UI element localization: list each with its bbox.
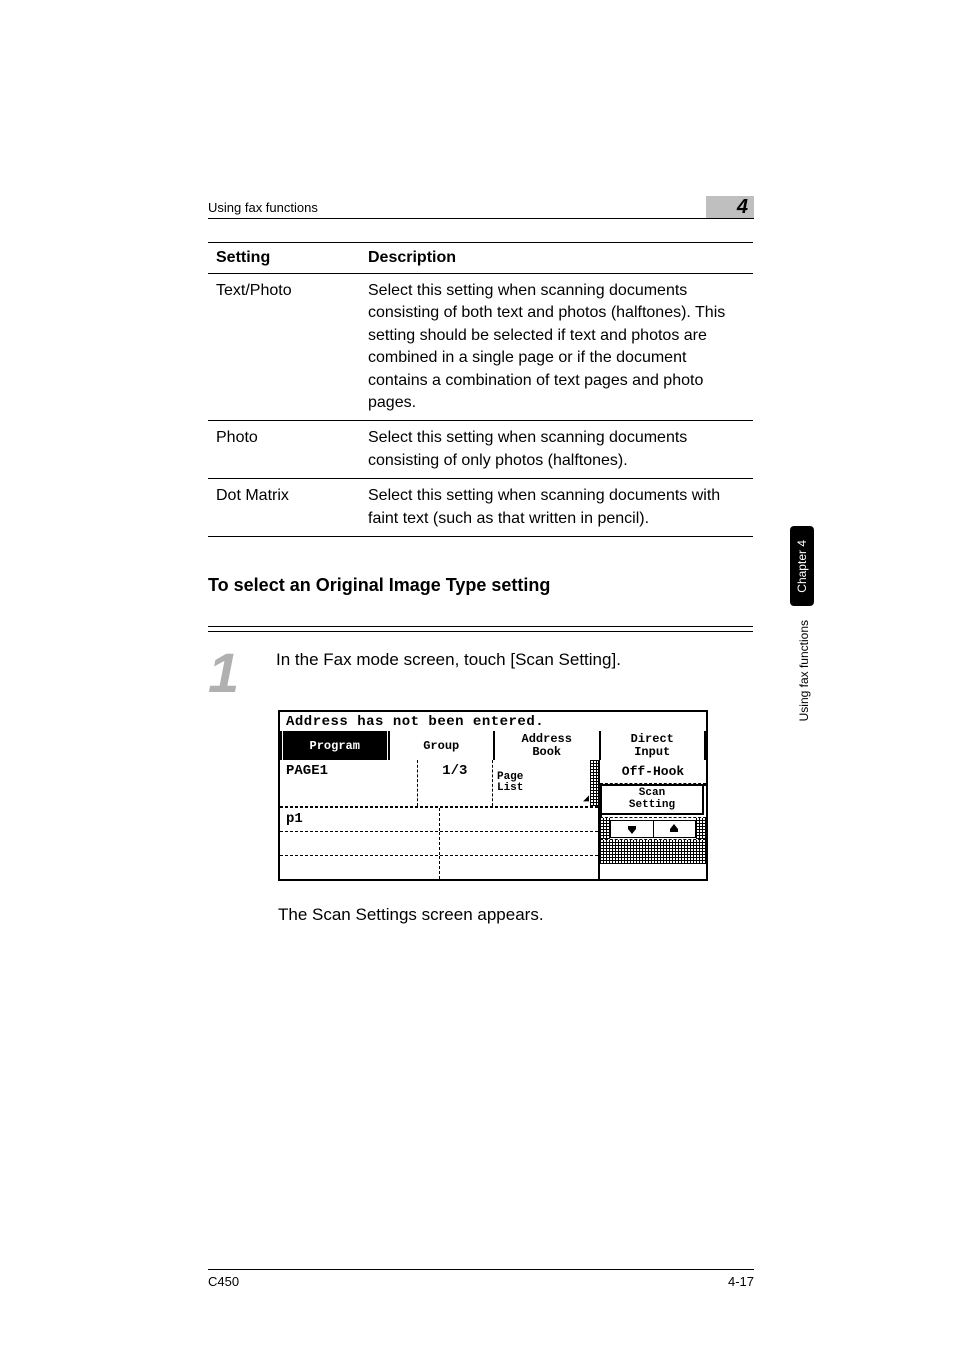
page-content: Setting Description Text/Photo Select th… bbox=[0, 0, 954, 985]
lcd-tabs: Program Group Address Book Direct Input bbox=[280, 731, 706, 760]
lcd-hatch bbox=[600, 840, 706, 864]
lcd-grid-cell[interactable]: p1 bbox=[280, 808, 440, 831]
step-result-text: The Scan Settings screen appears. bbox=[278, 905, 854, 925]
table-header-description: Description bbox=[360, 243, 753, 274]
resize-corner-icon: ◢ bbox=[583, 795, 589, 805]
lcd-tab-program[interactable]: Program bbox=[282, 731, 388, 760]
arrow-up-icon bbox=[668, 823, 680, 835]
lcd-grid-cell[interactable] bbox=[440, 808, 599, 831]
table-header-setting: Setting bbox=[208, 243, 360, 274]
step-instruction: In the Fax mode screen, touch [Scan Sett… bbox=[276, 646, 753, 698]
settings-table: Setting Description Text/Photo Select th… bbox=[208, 242, 753, 537]
page-footer: C450 4-17 bbox=[208, 1269, 754, 1289]
lcd-hatch bbox=[590, 760, 598, 806]
side-section-label: Using fax functions bbox=[797, 620, 811, 721]
side-chapter-tab: Chapter 4 bbox=[790, 526, 814, 606]
lcd-arrow-buttons bbox=[610, 820, 696, 838]
footer-model: C450 bbox=[208, 1274, 239, 1289]
lcd-hatch bbox=[696, 818, 706, 839]
section-rule bbox=[208, 626, 753, 627]
lcd-screen: Address has not been entered. Program Gr… bbox=[278, 710, 708, 881]
lcd-tab-direct-input[interactable]: Direct Input bbox=[601, 731, 705, 760]
table-row: Dot Matrix Select this setting when scan… bbox=[208, 479, 753, 537]
lcd-page-count: 1/3 bbox=[418, 760, 493, 806]
lcd-page-label: PAGE1 bbox=[280, 760, 418, 806]
lcd-hatch bbox=[600, 818, 610, 839]
lcd-scan-setting-button[interactable]: Scan Setting bbox=[600, 784, 706, 817]
lcd-tab-address-book[interactable]: Address Book bbox=[495, 731, 599, 760]
setting-cell: Photo bbox=[208, 421, 360, 479]
footer-page-number: 4-17 bbox=[728, 1274, 754, 1289]
lcd-tab-group[interactable]: Group bbox=[390, 731, 494, 760]
step-number: 1 bbox=[208, 646, 276, 698]
lcd-off-hook-button[interactable]: Off-Hook bbox=[600, 760, 706, 784]
table-row: Text/Photo Select this setting when scan… bbox=[208, 274, 753, 421]
lcd-page-list-label: Page List bbox=[497, 771, 523, 794]
description-cell: Select this setting when scanning docume… bbox=[360, 479, 753, 537]
lcd-grid-cell[interactable] bbox=[280, 856, 440, 879]
step-row: 1 In the Fax mode screen, touch [Scan Se… bbox=[208, 646, 753, 698]
lcd-left-panel: PAGE1 1/3 Page List ◢ p1 bbox=[280, 760, 600, 879]
lcd-status-line: Address has not been entered. bbox=[280, 712, 706, 731]
setting-cell: Text/Photo bbox=[208, 274, 360, 421]
lcd-right-panel: Off-Hook Scan Setting bbox=[600, 760, 706, 879]
lcd-grid-cell[interactable] bbox=[280, 832, 440, 855]
lcd-arrow-up-button[interactable] bbox=[654, 821, 696, 837]
description-cell: Select this setting when scanning docume… bbox=[360, 421, 753, 479]
table-row: Photo Select this setting when scanning … bbox=[208, 421, 753, 479]
section-rule bbox=[208, 631, 753, 632]
section-heading: To select an Original Image Type setting bbox=[208, 575, 854, 596]
lcd-page-list-button[interactable]: Page List ◢ bbox=[493, 760, 590, 806]
lcd-arrow-down-button[interactable] bbox=[611, 821, 654, 837]
lcd-grid-cell[interactable] bbox=[440, 832, 599, 855]
side-chapter-label: Chapter 4 bbox=[795, 540, 809, 593]
description-cell: Select this setting when scanning docume… bbox=[360, 274, 753, 421]
lcd-scan-setting-label: Scan Setting bbox=[602, 786, 704, 814]
arrow-down-icon bbox=[626, 823, 638, 835]
setting-cell: Dot Matrix bbox=[208, 479, 360, 537]
lcd-grid-cell[interactable] bbox=[440, 856, 599, 879]
